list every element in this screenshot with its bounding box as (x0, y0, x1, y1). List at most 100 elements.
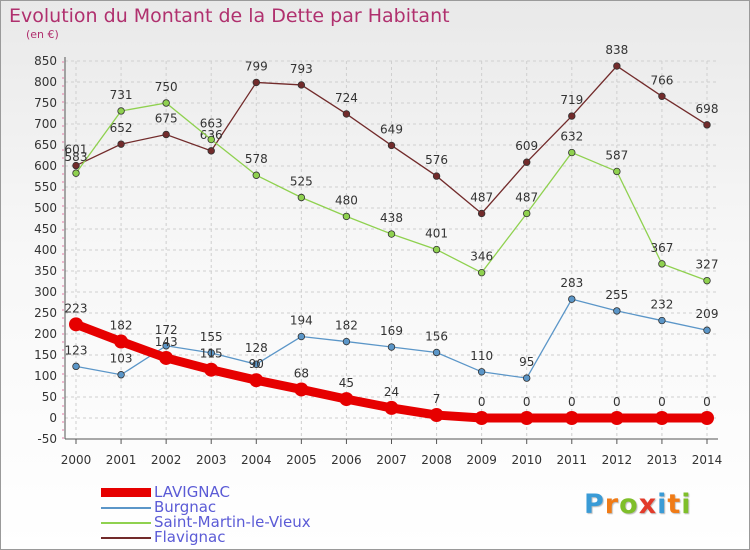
data-point-lavignac (114, 334, 129, 349)
data-point-lavignac (474, 411, 489, 425)
data-label-saint-martin-le-vieux: 578 (245, 152, 268, 166)
data-label-flavignac: 652 (110, 121, 133, 135)
data-label-saint-martin-le-vieux: 438 (380, 211, 403, 225)
data-label-burgnac: 169 (380, 324, 403, 338)
data-point-lavignac (609, 411, 624, 425)
data-label-flavignac: 799 (245, 59, 268, 73)
x-tick-label: 2006 (331, 453, 362, 467)
data-point-saint-martin-le-vieux (207, 135, 215, 144)
data-label-burgnac: 156 (425, 329, 448, 343)
y-tick-label: 500 (34, 201, 57, 215)
data-point-saint-martin-le-vieux (117, 107, 125, 115)
data-label-saint-martin-le-vieux: 401 (425, 227, 448, 241)
y-tick-label: 650 (34, 138, 57, 152)
data-label-flavignac: 487 (470, 190, 493, 204)
data-point-lavignac (339, 392, 354, 407)
data-point-lavignac (159, 350, 174, 365)
data-label-lavignac: 115 (200, 347, 223, 361)
y-tick-label: 750 (34, 96, 57, 110)
data-point-lavignac (69, 317, 83, 332)
data-point-lavignac (519, 411, 534, 425)
data-point-lavignac (294, 382, 309, 397)
data-point-flavignac (523, 158, 531, 166)
data-point-burgnac (432, 348, 441, 357)
data-label-burgnac: 209 (696, 307, 719, 321)
data-label-lavignac: 24 (384, 385, 399, 399)
data-point-burgnac (297, 332, 306, 341)
data-point-flavignac (297, 81, 306, 89)
data-label-burgnac: 283 (560, 276, 583, 290)
x-tick-label: 2009 (466, 453, 497, 467)
legend-label: Flavignac (154, 528, 226, 546)
data-point-saint-martin-le-vieux (162, 99, 170, 107)
data-label-saint-martin-le-vieux: 487 (515, 190, 538, 204)
data-point-burgnac (658, 316, 666, 325)
data-label-flavignac: 698 (696, 102, 719, 116)
legend-label: LAVIGNAC (154, 483, 231, 501)
logo-letter: P (584, 489, 605, 520)
data-point-lavignac (654, 411, 669, 425)
data-label-lavignac: 68 (294, 366, 309, 380)
y-tick-label: 250 (34, 306, 57, 320)
data-label-flavignac: 675 (155, 112, 178, 126)
data-point-lavignac (564, 411, 579, 425)
data-point-burgnac (207, 349, 215, 357)
data-point-saint-martin-le-vieux (613, 167, 621, 176)
data-point-saint-martin-le-vieux (432, 245, 441, 254)
data-point-burgnac (703, 326, 711, 334)
x-tick-label: 2007 (376, 453, 407, 467)
data-label-burgnac: 110 (470, 349, 493, 363)
logo-letter: i (681, 489, 692, 520)
data-label-flavignac: 724 (335, 91, 358, 105)
data-point-saint-martin-le-vieux (523, 209, 531, 218)
data-point-saint-martin-le-vieux (342, 212, 351, 221)
data-label-flavignac: 719 (560, 93, 583, 107)
data-point-burgnac (117, 371, 125, 379)
data-label-flavignac: 636 (200, 128, 223, 142)
data-label-saint-martin-le-vieux: 632 (560, 130, 583, 144)
y-tick-label: 200 (34, 327, 57, 341)
data-point-flavignac (207, 147, 215, 155)
data-label-flavignac: 838 (605, 43, 628, 57)
y-tick-label: 0 (49, 411, 57, 425)
data-label-burgnac: 103 (110, 352, 133, 366)
y-tick-label: 50 (42, 390, 57, 404)
data-point-flavignac (342, 110, 351, 118)
data-point-saint-martin-le-vieux (568, 148, 576, 157)
data-point-burgnac (252, 360, 260, 368)
data-label-flavignac: 601 (65, 143, 88, 157)
x-tick-label: 2008 (421, 453, 452, 467)
data-point-flavignac (658, 92, 666, 100)
y-tick-label: -50 (37, 432, 57, 446)
data-label-saint-martin-le-vieux: 480 (335, 193, 358, 207)
x-tick-label: 2010 (511, 453, 542, 467)
data-point-flavignac (387, 141, 396, 150)
x-tick-label: 2000 (61, 453, 92, 467)
x-tick-label: 2011 (557, 453, 588, 467)
data-label-burgnac: 232 (650, 298, 673, 312)
y-tick-label: 600 (34, 159, 57, 173)
data-point-flavignac (117, 140, 125, 148)
data-label-flavignac: 576 (425, 153, 448, 167)
x-tick-label: 2001 (106, 453, 137, 467)
data-label-saint-martin-le-vieux: 327 (696, 258, 719, 272)
data-point-lavignac (700, 411, 714, 425)
data-label-flavignac: 793 (290, 62, 313, 76)
data-point-burgnac (162, 342, 170, 350)
data-point-flavignac (162, 130, 170, 139)
data-label-lavignac: 0 (568, 395, 576, 409)
y-tick-label: 700 (34, 117, 57, 131)
data-label-burgnac: 123 (65, 343, 88, 357)
data-point-saint-martin-le-vieux (297, 193, 306, 202)
data-point-lavignac (204, 362, 219, 377)
data-label-burgnac: 194 (290, 314, 313, 328)
data-point-burgnac (72, 362, 80, 371)
data-point-flavignac (252, 78, 260, 87)
x-tick-label: 2003 (196, 453, 227, 467)
data-label-saint-martin-le-vieux: 663 (200, 117, 223, 131)
legend-label: Saint-Martin-le-Vieux (154, 513, 311, 531)
data-label-lavignac: 0 (613, 395, 621, 409)
legend-swatch (101, 507, 151, 509)
